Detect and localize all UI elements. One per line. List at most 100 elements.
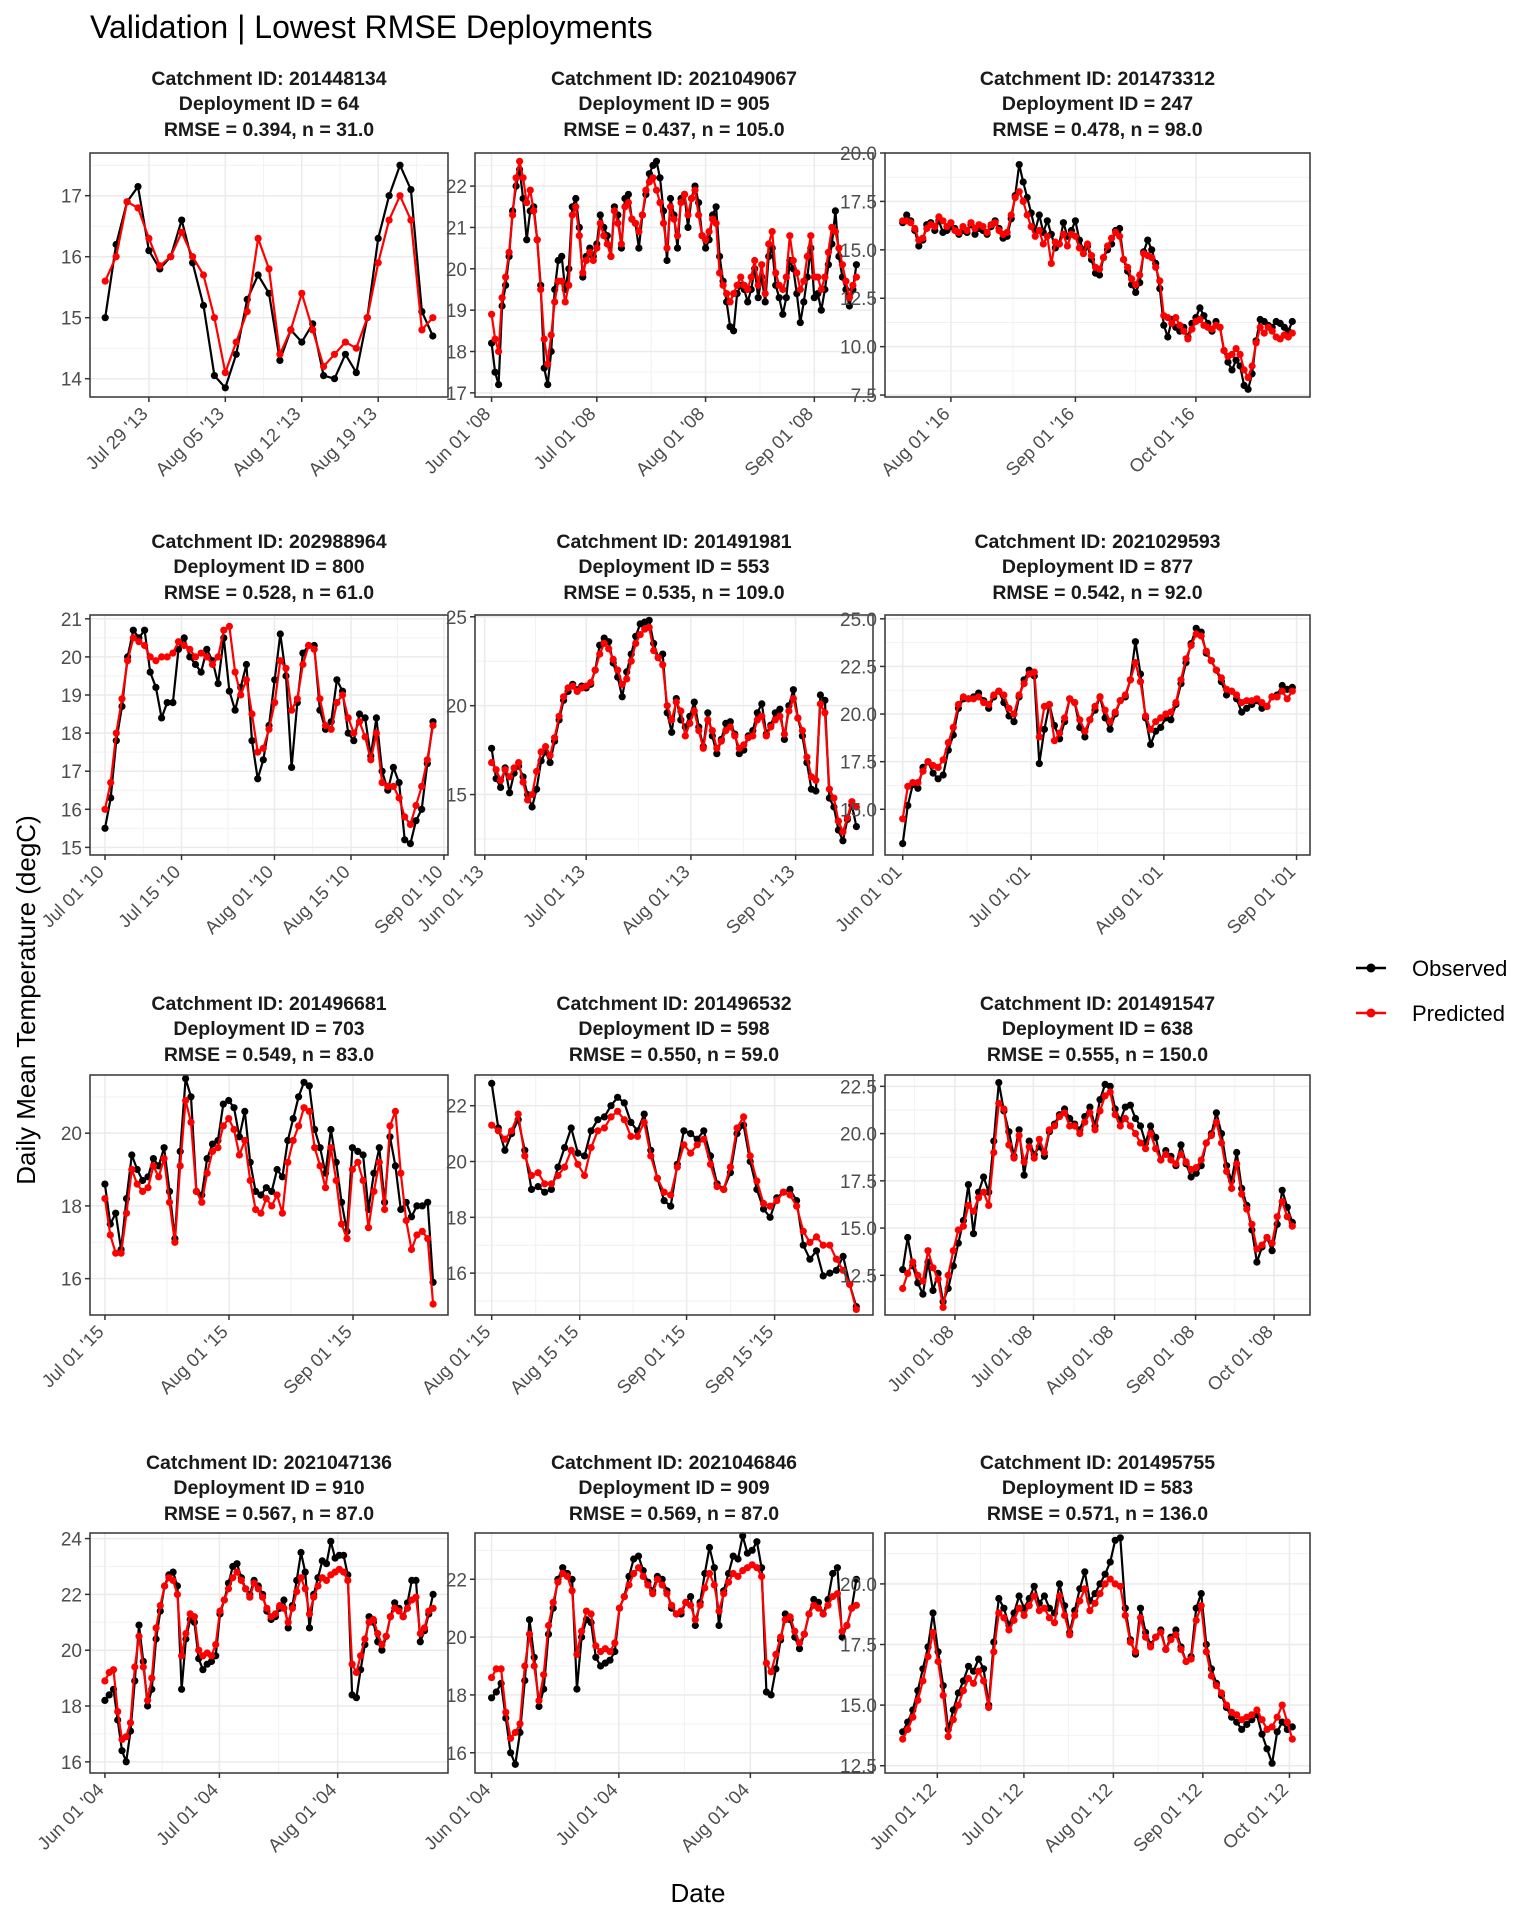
predicted-point — [512, 174, 520, 182]
predicted-point — [259, 744, 267, 752]
predicted-point — [330, 350, 339, 358]
predicted-point — [596, 219, 604, 227]
predicted-point — [592, 1642, 600, 1650]
observed-point — [182, 1075, 190, 1083]
y-tick-label: 16 — [446, 1744, 467, 1765]
panel-title-line: Catchment ID: 201491981 — [556, 531, 791, 553]
predicted-point — [171, 1238, 179, 1246]
predicted-point — [677, 707, 685, 715]
observed-point — [146, 668, 154, 676]
observed-point — [838, 1633, 846, 1641]
predicted-point — [796, 285, 804, 294]
predicted-point — [537, 285, 545, 294]
predicted-point — [699, 744, 707, 752]
predicted-point — [846, 1280, 854, 1288]
observed-point — [429, 1590, 437, 1598]
observed-point — [1148, 246, 1156, 254]
predicted-point — [1079, 250, 1087, 258]
observed-point — [1081, 733, 1089, 741]
predicted-point — [1099, 254, 1108, 262]
predicted-point — [1233, 1160, 1241, 1168]
observed-point — [1278, 1186, 1286, 1194]
predicted-point — [378, 779, 386, 787]
observed-point — [573, 1685, 581, 1693]
observed-point — [523, 236, 531, 244]
predicted-point — [985, 1201, 993, 1209]
predicted-point — [919, 234, 927, 242]
observed-point — [230, 1104, 238, 1112]
observed-point — [139, 1176, 147, 1185]
predicted-point — [687, 1601, 695, 1609]
observed-point — [534, 1183, 542, 1191]
predicted-point — [540, 1671, 548, 1679]
observed-point — [852, 1575, 861, 1583]
predicted-point — [406, 820, 414, 829]
predicted-point — [667, 1191, 675, 1199]
predicted-point — [985, 1703, 993, 1712]
observed-point — [203, 1155, 211, 1163]
predicted-point — [832, 1255, 841, 1263]
observed-point — [231, 706, 239, 714]
observed-point — [525, 1616, 534, 1624]
panel-border — [89, 1532, 449, 1774]
predicted-point — [298, 289, 306, 297]
panel-title-line: RMSE = 0.394, n = 31.0 — [164, 119, 374, 141]
observed-point — [607, 1102, 615, 1110]
observed-point — [656, 174, 664, 182]
observed-point — [1025, 1137, 1033, 1145]
predicted-point — [909, 1258, 917, 1266]
observed-point — [316, 1144, 324, 1152]
predicted-point — [519, 778, 527, 786]
observed-point — [199, 301, 208, 310]
y-tick-label: 15.0 — [840, 241, 877, 262]
panel-border — [89, 152, 449, 398]
predicted-point — [521, 1152, 529, 1160]
predicted-point — [284, 1158, 292, 1166]
predicted-point — [243, 308, 251, 316]
observed-point — [221, 384, 229, 392]
predicted-point — [501, 1135, 509, 1143]
predicted-point — [182, 1629, 190, 1638]
predicted-point — [684, 211, 692, 219]
predicted-point — [1232, 345, 1240, 353]
predicted-point — [1252, 339, 1260, 347]
predicted-point — [232, 338, 240, 346]
predicted-point — [1010, 1616, 1018, 1624]
predicted-point — [265, 265, 273, 273]
predicted-point — [1055, 1113, 1064, 1121]
observed-point — [1222, 691, 1231, 699]
predicted-point — [563, 1572, 572, 1580]
predicted-point — [1197, 1602, 1205, 1610]
observed-point — [1147, 740, 1155, 749]
predicted-point — [963, 226, 971, 235]
observed-point — [257, 1191, 265, 1199]
predicted-point — [649, 174, 657, 182]
observed-point — [254, 775, 262, 783]
predicted-point — [730, 290, 738, 298]
y-tick-label: 17.5 — [840, 1636, 877, 1657]
predicted-point — [814, 273, 822, 281]
predicted-point — [1288, 687, 1296, 695]
predicted-point — [726, 723, 734, 731]
predicted-point — [1147, 1130, 1155, 1138]
predicted-point — [364, 1224, 373, 1232]
observed-point — [412, 1576, 420, 1584]
predicted-point — [348, 1660, 356, 1668]
predicted-point — [359, 1176, 367, 1185]
y-tick-label: 20 — [446, 260, 467, 281]
observed-point — [295, 1093, 303, 1101]
predicted-point — [112, 253, 120, 261]
predicted-point — [135, 1632, 143, 1640]
predicted-point — [1263, 702, 1271, 711]
y-tick-label: 12.5 — [840, 1757, 877, 1778]
predicted-point — [1076, 1597, 1084, 1605]
observed-point — [899, 840, 907, 848]
observed-point — [934, 775, 942, 783]
predicted-point — [680, 1141, 688, 1149]
observed-point — [1228, 366, 1236, 374]
predicted-point — [391, 1107, 399, 1115]
predicted-point — [225, 622, 233, 631]
predicted-point — [754, 281, 762, 289]
predicted-point — [1101, 706, 1109, 714]
panel-title-line: RMSE = 0.535, n = 109.0 — [563, 582, 784, 604]
